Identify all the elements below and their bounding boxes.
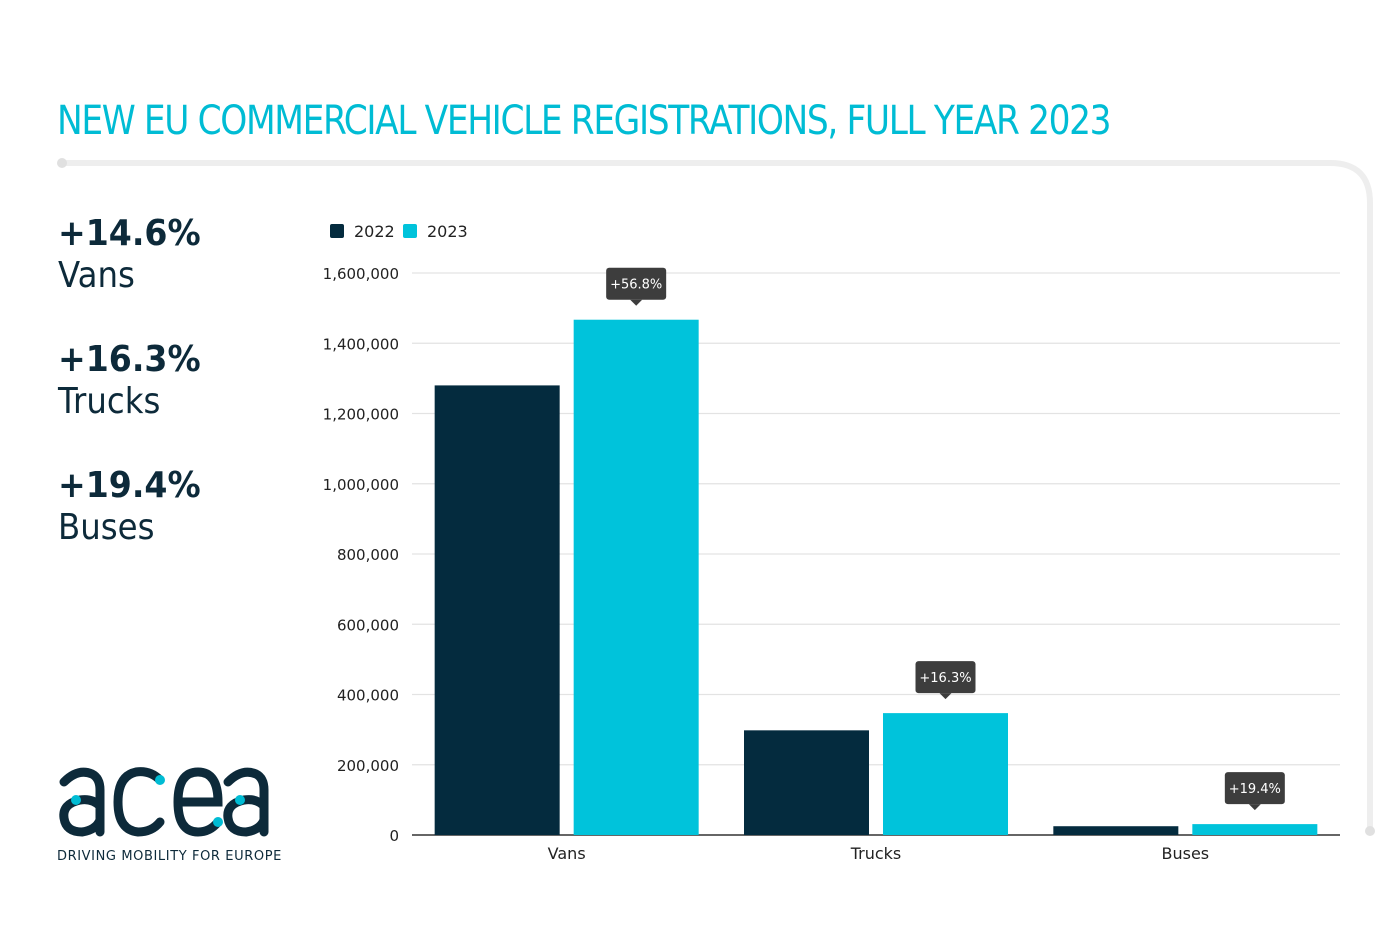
annotation-pointer bbox=[939, 693, 952, 700]
y-tick-label: 1,200,000 bbox=[323, 406, 399, 424]
y-tick-label: 1,600,000 bbox=[323, 265, 399, 283]
legend-label: 2023 bbox=[427, 222, 468, 241]
logo-tagline: DRIVING MOBILITY FOR EUROPE bbox=[57, 849, 282, 864]
legend-label: 2022 bbox=[354, 222, 395, 241]
x-tick-label: Trucks bbox=[850, 844, 902, 863]
annotation-label: +16.3% bbox=[919, 671, 971, 686]
stat-label: Trucks bbox=[58, 381, 161, 422]
annotation-box bbox=[915, 661, 976, 694]
y-tick-label: 1,000,000 bbox=[323, 476, 399, 494]
legend-swatch-2023 bbox=[403, 224, 417, 238]
x-tick-label: Buses bbox=[1162, 844, 1210, 863]
bar-2023-buses bbox=[1192, 824, 1318, 835]
annotation-pointer bbox=[630, 299, 643, 306]
acea-logo: acea bbox=[59, 767, 269, 837]
y-tick-label: 600,000 bbox=[337, 616, 399, 634]
annotation-box bbox=[606, 267, 667, 300]
stat-pct: +16.3% bbox=[58, 339, 201, 380]
stats-panel: +14.6% Vans +16.3% Trucks +19.4% Buses bbox=[58, 212, 213, 590]
stat-label: Vans bbox=[58, 255, 135, 296]
annotation-box bbox=[1224, 772, 1285, 805]
y-tick-label: 800,000 bbox=[337, 546, 399, 564]
page-title: NEW EU COMMERCIAL VEHICLE REGISTRATIONS,… bbox=[57, 98, 1111, 144]
annotation-label: +56.8% bbox=[610, 278, 662, 293]
annotation-label: +19.4% bbox=[1229, 782, 1281, 797]
stat-vans: +14.6% Vans bbox=[58, 212, 213, 296]
stat-trucks: +16.3% Trucks bbox=[58, 338, 213, 422]
x-tick-label: Vans bbox=[548, 844, 586, 863]
bar-2022-buses bbox=[1053, 826, 1179, 835]
y-tick-label: 200,000 bbox=[337, 757, 399, 775]
y-tick-label: 400,000 bbox=[337, 687, 399, 705]
y-tick-label: 0 bbox=[389, 827, 399, 845]
stat-buses: +19.4% Buses bbox=[58, 464, 213, 548]
bar-2022-trucks bbox=[744, 730, 869, 835]
bar-2023-trucks bbox=[883, 713, 1008, 835]
stat-pct: +14.6% bbox=[58, 213, 201, 254]
bar-2023-vans bbox=[573, 319, 699, 835]
legend-swatch-2022 bbox=[330, 224, 344, 238]
stat-label: Buses bbox=[58, 507, 155, 548]
annotation-pointer bbox=[1248, 804, 1261, 811]
bar-2022-vans bbox=[434, 385, 560, 835]
y-tick-label: 1,400,000 bbox=[323, 335, 399, 353]
stat-pct: +19.4% bbox=[58, 465, 201, 506]
